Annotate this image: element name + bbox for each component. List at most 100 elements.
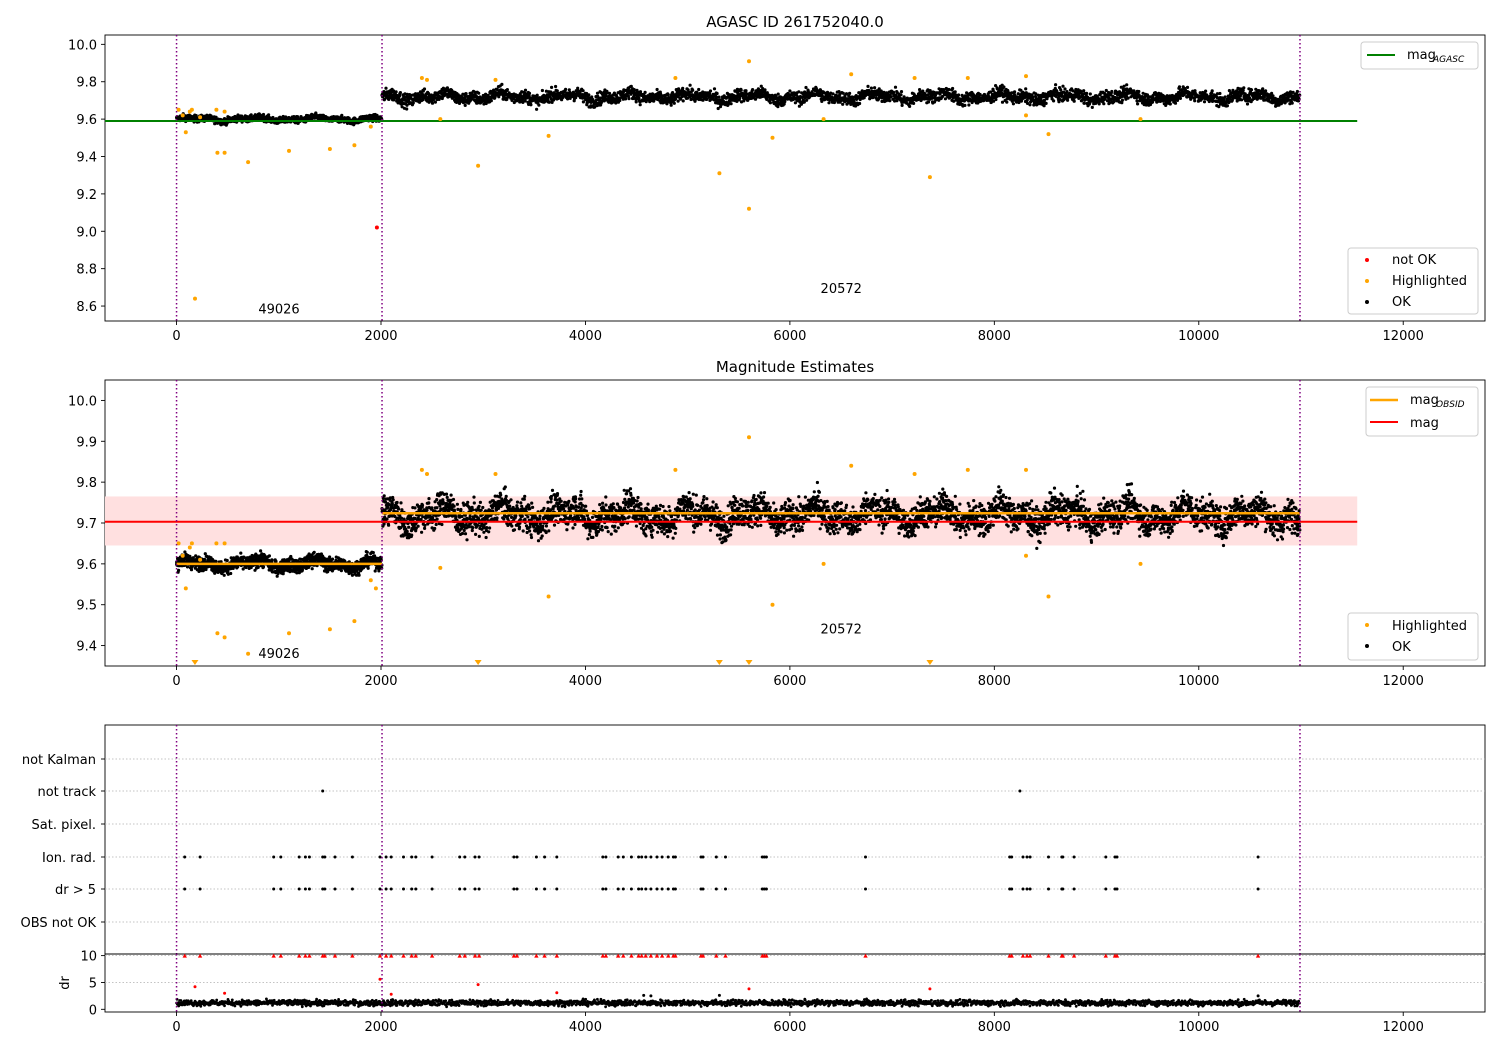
ok-point xyxy=(340,113,344,117)
ok-point xyxy=(655,87,659,92)
ok-point xyxy=(729,102,733,106)
x-tick-label: 12000 xyxy=(1383,329,1424,344)
ok-point xyxy=(405,107,409,111)
highlighted-point xyxy=(327,147,332,151)
ok-point xyxy=(908,104,912,108)
ok-point xyxy=(1120,98,1124,102)
ok-point xyxy=(189,568,194,572)
y-tick-label: 9.2 xyxy=(76,188,97,203)
ok-point xyxy=(1005,100,1009,104)
legend-marker xyxy=(1365,258,1369,262)
y-tick-label: 8.8 xyxy=(76,263,97,278)
highlighted-point xyxy=(927,175,932,180)
ok-point xyxy=(797,90,801,94)
ok-point xyxy=(477,91,481,95)
legend-label-agasc: mag xyxy=(1407,48,1436,63)
ok-point xyxy=(464,92,468,96)
ok-point xyxy=(554,84,558,89)
ok-point xyxy=(858,101,862,106)
top-data-points xyxy=(175,82,1302,127)
ok-point xyxy=(869,86,874,90)
ok-point xyxy=(261,112,266,117)
ok-point xyxy=(523,88,528,92)
highlighted-point xyxy=(546,133,551,138)
ok-point xyxy=(430,101,435,105)
ok-point xyxy=(751,88,755,92)
ok-point xyxy=(550,85,554,89)
ok-point xyxy=(607,91,612,95)
highlighted-point xyxy=(673,76,678,80)
ok-point xyxy=(681,86,685,90)
top-panel-title: AGASC ID 261752040.0 xyxy=(706,13,884,31)
ok-point xyxy=(259,549,263,553)
y-tick-label: 8.6 xyxy=(76,300,97,315)
obs-label: 20572 xyxy=(821,282,862,297)
ok-point xyxy=(643,90,647,94)
ok-point xyxy=(967,103,971,107)
highlighted-point xyxy=(438,117,443,122)
ok-point xyxy=(1097,102,1101,106)
highlighted-point xyxy=(1024,74,1028,79)
not-ok-point xyxy=(374,225,379,230)
ok-point xyxy=(697,87,701,92)
ok-point xyxy=(708,89,713,93)
highlighted-point xyxy=(770,135,775,140)
ok-point xyxy=(1090,105,1094,109)
ok-point xyxy=(527,91,532,95)
legend-label: OK xyxy=(1392,295,1411,310)
ok-point xyxy=(505,88,509,92)
ok-point xyxy=(899,93,903,97)
ok-point xyxy=(1261,87,1265,91)
ok-point xyxy=(1168,102,1172,106)
ok-point xyxy=(717,95,721,99)
ok-point xyxy=(1202,100,1207,104)
ok-point xyxy=(1178,96,1182,100)
ok-point xyxy=(848,91,852,95)
ok-point xyxy=(547,100,551,104)
ok-point xyxy=(1052,99,1056,103)
ok-point xyxy=(1264,89,1268,93)
y-tick-label: 10.0 xyxy=(68,38,97,53)
highlighted-point xyxy=(193,296,197,301)
ok-point xyxy=(177,568,181,573)
highlighted-point xyxy=(214,107,219,112)
ok-point xyxy=(712,87,717,91)
ok-point xyxy=(634,100,638,104)
ok-point xyxy=(666,93,670,97)
highlighted-point xyxy=(222,150,227,155)
ok-point xyxy=(1088,92,1092,96)
highlighted-point xyxy=(717,171,722,176)
ok-point xyxy=(225,558,229,563)
ok-point xyxy=(744,89,748,93)
ok-point xyxy=(1204,89,1208,93)
ok-point xyxy=(1193,99,1197,103)
highlighted-point xyxy=(183,130,188,135)
ok-point xyxy=(394,90,398,94)
ok-point xyxy=(1028,103,1032,107)
ok-point xyxy=(576,86,580,90)
ok-point xyxy=(535,93,539,97)
ok-point xyxy=(1173,101,1178,105)
highlighted-point xyxy=(198,115,203,120)
ok-point xyxy=(1013,90,1017,94)
legend-marker xyxy=(1365,279,1369,283)
ok-point xyxy=(1102,102,1106,106)
ok-point xyxy=(763,88,767,92)
highlighted-point xyxy=(189,107,194,112)
highlighted-point xyxy=(246,160,251,165)
ok-point xyxy=(1245,102,1250,106)
ok-point xyxy=(281,572,285,576)
ok-point xyxy=(1085,91,1089,95)
ok-point xyxy=(627,97,631,101)
ok-point xyxy=(270,559,274,563)
ok-point xyxy=(1177,85,1182,89)
ok-point xyxy=(1054,83,1058,87)
ok-point xyxy=(951,86,955,91)
ok-point xyxy=(1125,83,1129,87)
legend-label-agasc-sub: AGASC xyxy=(1432,55,1465,65)
ok-point xyxy=(831,92,835,96)
